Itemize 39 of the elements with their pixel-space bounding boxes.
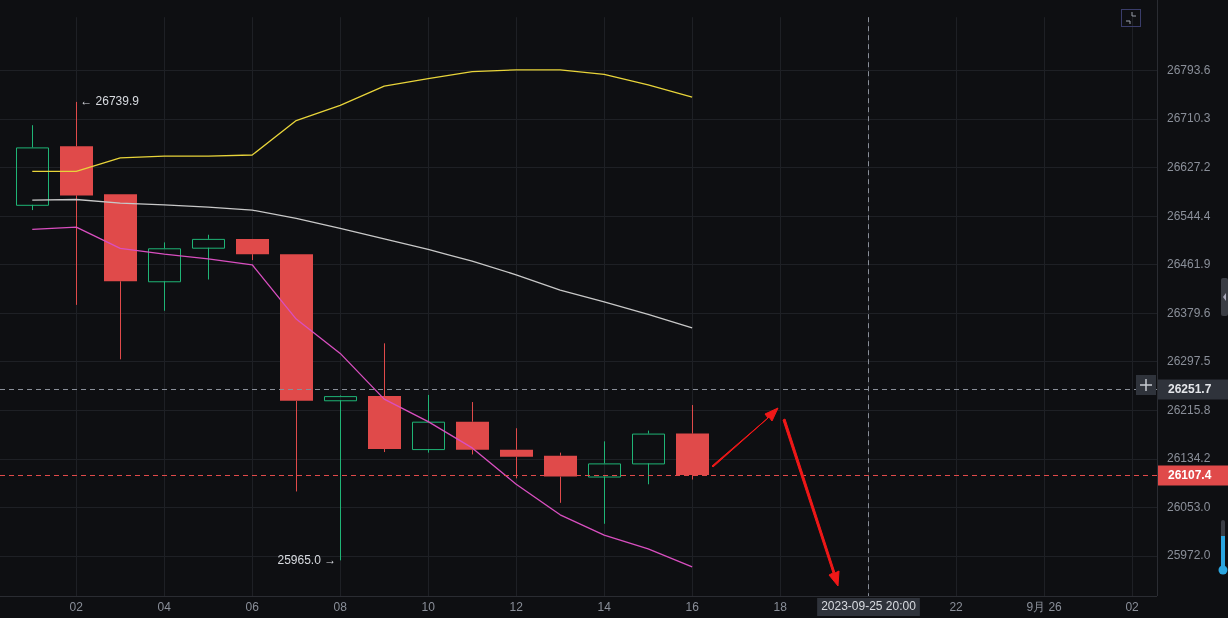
y-tick-label: 26053.0	[1167, 499, 1211, 514]
x-tick-label: 02	[1125, 599, 1140, 614]
annotation: 25965.0 →	[277, 552, 337, 567]
candlestick	[236, 238, 269, 261]
ref-line-label: 2023-09-25 20:00	[821, 599, 917, 614]
y-tick-label: 26710.3	[1167, 111, 1211, 126]
x-tick-label: 06	[245, 599, 260, 614]
y-tick-label: 26215.8	[1167, 402, 1211, 417]
ref-line-label: 26251.7	[1168, 381, 1212, 396]
candlestick	[16, 124, 49, 211]
candlestick	[412, 394, 445, 454]
y-tick-label: 26297.5	[1167, 354, 1211, 369]
candlestick	[456, 401, 489, 455]
ref-line-label: 26107.4	[1168, 467, 1212, 482]
y-tick-label: 26544.4	[1167, 208, 1211, 223]
x-tick-label: 02	[69, 599, 84, 614]
x-tick-label: 10	[421, 599, 436, 614]
x-tick-label: 22	[949, 599, 964, 614]
annotation: ← 26739.9	[80, 94, 140, 109]
y-tick-label: 25972.0	[1167, 548, 1211, 563]
candlestick	[104, 194, 137, 360]
y-tick-label: 26793.6	[1167, 62, 1211, 77]
x-tick-label: 14	[597, 599, 612, 614]
y-tick-label: 26461.9	[1167, 257, 1211, 272]
y-tick-label: 26379.6	[1167, 305, 1211, 320]
y-tick-label: 26627.2	[1167, 160, 1211, 175]
x-tick-label: 18	[773, 599, 788, 614]
x-tick-label: 9月 26	[1026, 599, 1063, 614]
y-tick-label: 26134.2	[1167, 451, 1211, 466]
candlestick	[632, 430, 665, 485]
x-tick-label: 16	[685, 599, 700, 614]
x-tick-label: 08	[333, 599, 348, 614]
candlestick	[324, 396, 357, 561]
x-tick-label: 04	[157, 599, 172, 614]
candlestick	[192, 234, 225, 281]
candlestick	[148, 241, 181, 312]
candlestick	[368, 342, 401, 453]
x-tick-label: 12	[509, 599, 524, 614]
candlestick	[588, 440, 621, 525]
